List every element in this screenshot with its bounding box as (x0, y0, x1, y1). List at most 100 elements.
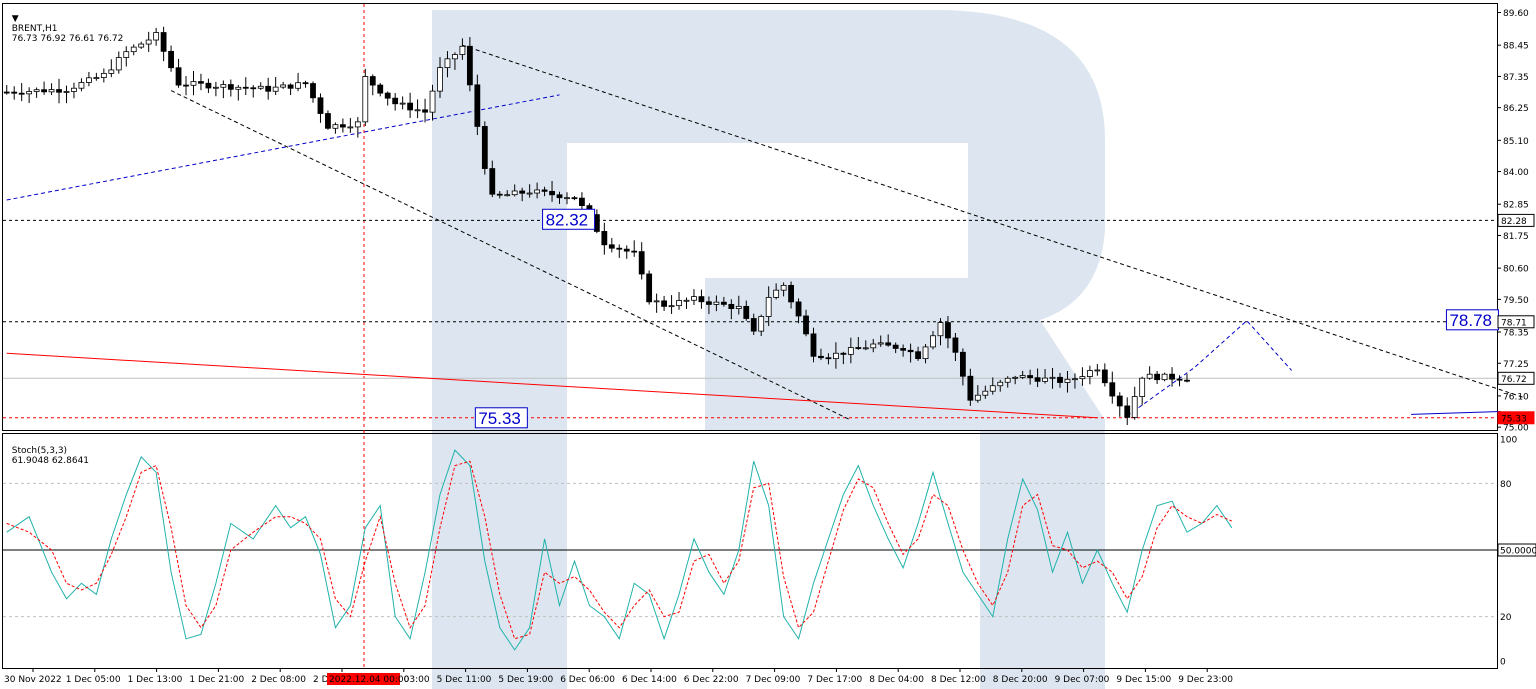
candle-body (496, 193, 503, 196)
candle-body (190, 81, 197, 86)
candle-body (780, 284, 787, 291)
candle-body (414, 109, 421, 112)
candle-body (347, 126, 354, 129)
candle-body (511, 190, 518, 196)
trendline-blue-forecast (1126, 319, 1292, 417)
candle-body (1131, 396, 1138, 418)
candle-body (735, 305, 742, 309)
candle-body (1139, 377, 1146, 397)
candle-body (1012, 376, 1019, 379)
y-tick-label: 80.60 (1503, 265, 1529, 275)
x-tick-label: 8 Dec 12:00 (931, 675, 986, 685)
candle-body (504, 194, 511, 197)
stoch-name-label: Stoch(5,3,3) (11, 446, 68, 456)
trendline-channel-upper (462, 44, 1524, 398)
x-tick-label: 2 Dec (313, 675, 339, 685)
candle-body (168, 50, 174, 69)
candle-body (1019, 375, 1026, 378)
candle-body (840, 352, 847, 355)
y-tick-label: 89.60 (1503, 9, 1529, 19)
stoch-values-label: 61.9048 62.8641 (11, 456, 90, 466)
candle-body (653, 300, 660, 303)
candle-body (160, 32, 167, 52)
candle-body (1169, 373, 1175, 380)
candle-body (989, 385, 996, 392)
x-tick-label: 8 Dec 04:00 (869, 675, 924, 685)
candle-body (646, 273, 653, 303)
price-level-tag (1497, 371, 1535, 385)
candle-body (339, 124, 346, 128)
candle-body (1161, 373, 1168, 381)
candle-body (1072, 378, 1078, 381)
candle-body (474, 84, 481, 127)
price-level-tag (1497, 315, 1535, 329)
x-tick-label: 30 Nov 2022 (4, 675, 62, 685)
y-tick-label: 84.00 (1503, 168, 1529, 178)
candle-body (631, 250, 638, 253)
time-axis: 30 Nov 2022 1 Dec 05:00 1 Dec 13:00 1 Dec 2… (4, 668, 1233, 685)
candle-body (280, 84, 287, 88)
x-tick-label: 8 Dec 20:00 (993, 675, 1048, 685)
candle-body (601, 231, 608, 246)
candle-body (758, 316, 765, 332)
candle-body (549, 190, 555, 196)
candle-body (235, 86, 242, 90)
candle-body (130, 46, 137, 53)
candle-body (250, 87, 257, 90)
candle-body (310, 83, 316, 99)
x-tick-label: 6 Dec 06:00 (560, 675, 615, 685)
trendline-support-line (6, 352, 1098, 419)
stoch-level-tag (1497, 543, 1536, 557)
candle-body (452, 54, 458, 60)
candle-body (108, 69, 115, 74)
candle-body (459, 45, 466, 55)
x-tick-label: 9 Dec 07:00 (1055, 675, 1110, 685)
x-tick-label: 7 Dec 09:00 (746, 675, 801, 685)
candle-body (242, 86, 249, 89)
candle-body (489, 168, 496, 195)
candle-body (422, 109, 428, 113)
candle-body (608, 244, 615, 249)
candle-body (41, 89, 47, 93)
x-tick-label: 9 Dec 15:00 (1116, 675, 1171, 685)
candle-body (332, 124, 339, 129)
r-logo-shape (432, 10, 1105, 689)
candle-body (265, 85, 272, 92)
price-level-label: 78.71 (1501, 318, 1527, 328)
candle-body (877, 342, 884, 345)
y-tick-label: 78.35 (1503, 329, 1529, 339)
candle-body (892, 344, 899, 349)
candle-body (526, 192, 533, 195)
candle-body (369, 76, 376, 86)
candle-body (56, 89, 62, 93)
candle-body (564, 197, 570, 200)
cursor-time-tag (327, 673, 400, 685)
price-axis: 82.28 78.71 76.72 75.33 89.60 88.45 87.35 86.25… (1497, 9, 1535, 434)
candle-body (1109, 382, 1116, 397)
stoch-tick-label: 80 (1500, 480, 1512, 490)
candle-body (1124, 405, 1131, 418)
y-tick-label: 75.00 (1503, 424, 1529, 434)
stoch-tick-label: 0 (1500, 658, 1506, 668)
candle-body (1034, 377, 1041, 382)
menu-arrow-icon[interactable]: ▼ (11, 14, 19, 24)
candle-body (198, 81, 204, 84)
main-chart-header: ▼ BRENT,H1 76.73 76.92 76.61 76.72 (6, 4, 124, 44)
candle-body (384, 92, 391, 99)
candle-body (661, 300, 667, 307)
candle-body (212, 86, 219, 89)
x-tick-label: 9 Dec 23:00 (1178, 675, 1233, 685)
candle-body (691, 296, 697, 301)
candle-body (354, 121, 361, 128)
price-annotation-label: 75.33 (478, 409, 521, 428)
candle-body (392, 97, 399, 105)
annotations: 82.32 78.78 75.33 (474, 208, 1499, 429)
x-tick-label: 6 Dec 22:00 (684, 675, 739, 685)
price-level-tag (1497, 411, 1535, 425)
candle-body (123, 51, 130, 58)
trendline-blue-level (1411, 411, 1501, 415)
candle-body (937, 322, 944, 337)
candle-body (100, 72, 107, 78)
candle-body (556, 194, 563, 199)
